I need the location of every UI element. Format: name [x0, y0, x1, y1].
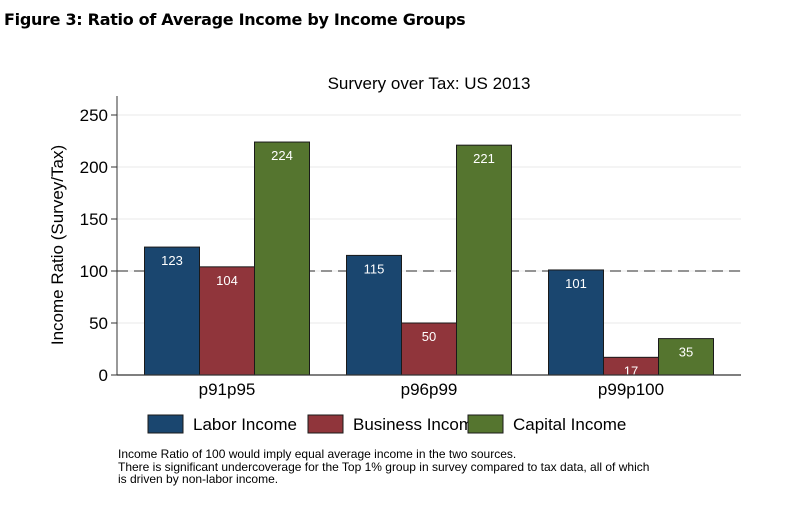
legend-item: Business Income [307, 414, 482, 434]
bar-value-label: 101 [565, 276, 587, 291]
y-tick-label: 50 [89, 314, 108, 333]
bar [401, 322, 457, 376]
bar-value-label: 104 [216, 273, 238, 288]
legend-swatch [467, 414, 504, 434]
note-line: Income Ratio of 100 would imply equal av… [118, 447, 517, 461]
legend-label: Capital Income [513, 415, 626, 434]
bar-value-label: 50 [422, 329, 436, 344]
bar-value-label: 224 [271, 148, 293, 163]
figure-title: Figure 3: Ratio of Average Income by Inc… [4, 10, 466, 29]
bar-value-label: 35 [679, 345, 693, 360]
bar [548, 269, 604, 376]
axes: 0 50 100 150 200 250 p91p95 p96p99 p99p100 [80, 96, 741, 399]
note-line: is driven by non-labor income. [118, 472, 279, 486]
bar-value-label: 17 [624, 363, 638, 378]
bar-value-label: 123 [161, 253, 183, 268]
note-line: There is significant undercoverage for t… [118, 459, 650, 474]
x-tick-label: p99p100 [598, 380, 664, 399]
legend: Labor Income Business Income Capital Incom… [147, 414, 626, 434]
legend-item: Labor Income [147, 414, 297, 434]
figure-notes: Income Ratio of 100 would imply equal av… [118, 448, 649, 486]
legend-label: Labor Income [193, 415, 297, 434]
y-tick-label: 100 [80, 262, 108, 281]
y-axis-label: Income Ratio (Survey/Tax) [48, 145, 67, 345]
bar-value-label: 221 [473, 151, 495, 166]
bar-value-label: 115 [364, 261, 385, 276]
y-tick-label: 200 [80, 158, 108, 177]
x-tick-label: p96p99 [401, 380, 458, 399]
bar [456, 144, 512, 376]
chart-title: Survery over Tax: US 2013 [328, 74, 531, 93]
bar [199, 266, 255, 376]
legend-item: Capital Income [467, 414, 626, 434]
bar [254, 141, 310, 376]
y-tick-label: 250 [80, 106, 108, 125]
legend-swatch [307, 414, 344, 434]
bar [346, 254, 402, 376]
y-tick-label: 0 [99, 366, 108, 385]
x-tick-label: p91p95 [199, 380, 256, 399]
legend-label: Business Income [353, 415, 482, 434]
bars: 123 104 224 115 50 221 101 17 35 [144, 141, 714, 378]
y-tick-label: 150 [80, 210, 108, 229]
legend-swatch [147, 414, 184, 434]
